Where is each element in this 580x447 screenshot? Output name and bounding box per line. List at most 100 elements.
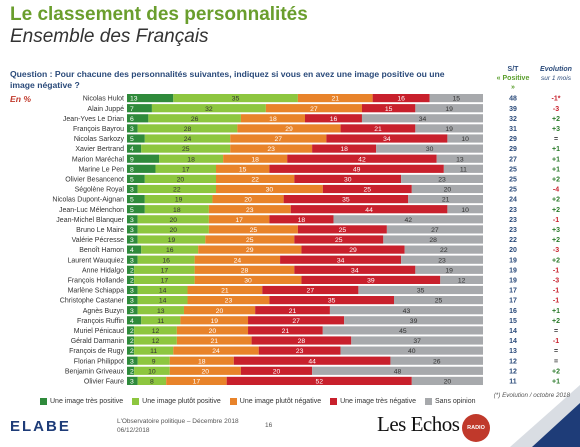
category-label: Anne Hidalgo: [82, 267, 124, 274]
data-label: 13: [157, 308, 165, 315]
evolution-value: -1: [553, 298, 559, 305]
data-label: 21: [374, 126, 382, 133]
bar-segment-sans-opinion: [383, 235, 483, 244]
bar-segment-tres-negative: [287, 154, 437, 163]
category-label: Nicolas Sarkozy: [74, 136, 125, 143]
data-label: 34: [351, 267, 359, 274]
evolution-value: +2: [552, 197, 560, 204]
st-positive-value: 23: [509, 217, 517, 224]
st-positive-value: 23: [509, 227, 517, 234]
bar-segment-tres-negative: [240, 366, 313, 375]
bar-segment-plutot-negative: [183, 306, 256, 315]
bar-segment-plutot-positive: [137, 124, 238, 133]
bar-segment-plutot-negative: [208, 205, 291, 214]
legend-swatch: [40, 398, 47, 405]
bar-segment-plutot-negative: [180, 316, 249, 325]
evolution-header-line2: sur 1 mois: [541, 75, 571, 82]
bar-segment-tres-negative: [312, 144, 377, 153]
data-label: 30: [244, 278, 252, 285]
bar-segment-tres-positive: [127, 94, 174, 103]
bar-segment-sans-opinion: [401, 255, 483, 264]
st-positive-value: 29: [509, 136, 517, 143]
data-label: 21: [331, 96, 339, 103]
data-label: 17: [193, 379, 201, 386]
st-positive-value: 39: [509, 106, 517, 113]
bar-segment-plutot-positive: [134, 275, 195, 284]
data-label: 14: [159, 298, 167, 305]
category-label: Nicolas Dupont-Aignan: [52, 197, 124, 204]
category-label: Bruno Le Maire: [76, 227, 124, 234]
bar-segment-tres-negative: [372, 94, 430, 103]
bar-segment-tres-positive: [127, 114, 149, 123]
category-label: Olivier Besancenot: [65, 177, 124, 184]
bar-segment-tres-negative: [294, 265, 416, 274]
data-label: 12: [458, 278, 466, 285]
bar-segment-plutot-negative: [187, 285, 263, 295]
data-label: 18: [251, 156, 259, 163]
bar-segment-tres-positive: [127, 265, 135, 274]
bar-segment-sans-opinion: [329, 306, 483, 315]
data-label: 42: [358, 156, 366, 163]
data-label: 11: [460, 166, 467, 173]
observatoire-label: L'Observatoire politique – Décembre 2018: [117, 418, 239, 425]
bar-segment-plutot-positive: [141, 245, 199, 254]
bar-segment-sans-opinion: [411, 184, 483, 194]
evolution-value: +3: [552, 126, 560, 133]
data-label: 20: [444, 379, 452, 386]
category-label: Christophe Castaner: [60, 298, 125, 305]
bar-segment-plutot-negative: [208, 225, 298, 234]
legend-label: Une image plutôt positive: [142, 398, 221, 405]
bar-segment-tres-positive: [127, 174, 145, 183]
data-label: 18: [173, 207, 181, 214]
evolution-value: +1: [552, 379, 560, 386]
bar-segment-tres-negative: [269, 215, 334, 224]
category-label: Laurent Wauquiez: [67, 257, 124, 264]
data-label: 28: [298, 338, 306, 345]
data-label: 28: [184, 126, 192, 133]
evolution-value: +2: [552, 318, 560, 325]
bar-segment-sans-opinion: [344, 316, 483, 325]
bar-segment-plutot-negative: [237, 124, 341, 133]
category-label: François de Rugy: [69, 348, 124, 355]
st-positive-value: 14: [509, 338, 517, 345]
category-label: Xavier Bertrand: [75, 146, 124, 153]
bar-segment-tres-negative: [280, 255, 402, 264]
bar-segment-sans-opinion: [322, 326, 483, 335]
bar-segment-tres-negative: [297, 225, 387, 234]
category-label: Jean-Luc Mélenchon: [59, 207, 124, 214]
bar-segment-plutot-positive: [141, 316, 181, 325]
data-label: 23: [246, 207, 254, 214]
bar-segment-plutot-positive: [159, 154, 224, 163]
data-label: 35: [417, 288, 425, 295]
bar-segment-tres-negative: [251, 336, 352, 345]
bar-segment-tres-negative: [305, 114, 362, 123]
bar-segment-plutot-positive: [134, 336, 177, 345]
bar-segment-tres-positive: [127, 164, 156, 173]
data-label: 9: [152, 358, 156, 365]
data-label: 5: [130, 136, 134, 143]
data-label: 29: [349, 247, 357, 254]
bar-segment-sans-opinion: [408, 195, 483, 204]
evolution-value: +1: [552, 146, 560, 153]
data-label: 21: [210, 338, 218, 345]
bar-segment-plutot-positive: [137, 255, 195, 264]
category-label: Jean-Yves Le Drian: [63, 116, 124, 123]
data-label: 19: [175, 197, 183, 204]
bar-segment-tres-negative: [233, 356, 391, 365]
st-positive-value: 27: [509, 156, 517, 163]
legend-swatch: [425, 398, 432, 405]
data-label: 18: [340, 146, 348, 153]
bar-segment-tres-negative: [294, 174, 402, 183]
data-label: 3: [130, 288, 134, 295]
bar-segment-tres-positive: [127, 124, 138, 133]
evolution-value: +1: [552, 156, 560, 163]
bar-segment-plutot-negative: [208, 215, 270, 224]
legend-item-plutot-negative: Une image plutôt négative: [229, 398, 321, 405]
bar-segment-plutot-positive: [155, 164, 216, 173]
data-label: 17: [235, 217, 243, 224]
bar-segment-sans-opinion: [376, 144, 483, 153]
bar-segment-sans-opinion: [415, 104, 483, 113]
legend-item-tres-negative: Une image très négative: [330, 398, 416, 405]
st-positive-value: 15: [509, 318, 517, 325]
st-positive-value: 25: [509, 177, 517, 184]
